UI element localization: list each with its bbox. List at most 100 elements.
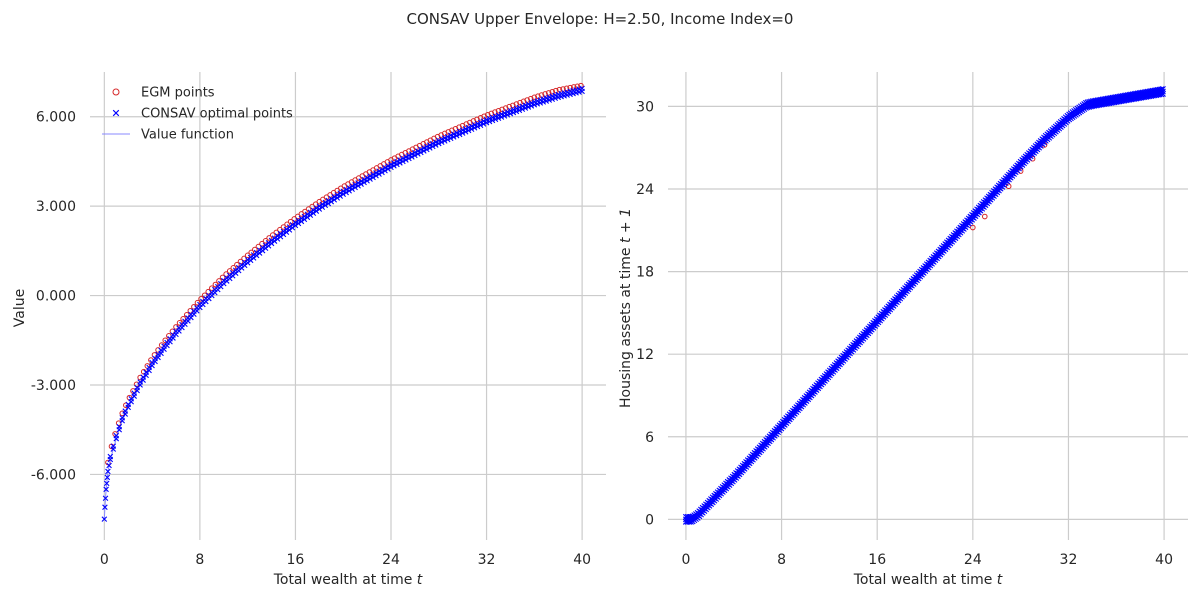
egm-point: [1005, 183, 1012, 190]
consav-point: [513, 105, 520, 112]
consav-point: [140, 374, 146, 380]
consav-point: [340, 188, 347, 195]
consav-point: [352, 181, 358, 188]
y-tick-label: 6.000: [36, 110, 76, 126]
consav-point: [462, 126, 469, 132]
y-tick-label: 6: [645, 430, 654, 446]
egm-point: [234, 261, 240, 268]
x-tick-label: 16: [868, 552, 886, 568]
egm-point: [513, 101, 520, 107]
consav-point: [480, 118, 487, 124]
consav-point: [103, 486, 109, 493]
egm-point: [495, 107, 502, 114]
consav-point: [110, 443, 117, 449]
consav-point: [1159, 86, 1166, 92]
x-tick-label: 8: [777, 552, 786, 568]
egm-point: [252, 246, 258, 253]
consav-point: [441, 135, 448, 141]
consav-point: [349, 183, 355, 189]
consav-point: [388, 161, 394, 168]
consav-point: [468, 123, 475, 130]
egm-point: [230, 265, 237, 271]
consav-point: [519, 103, 526, 110]
consav-point: [412, 149, 418, 156]
egm-point: [287, 218, 294, 225]
egm-point: [284, 221, 290, 228]
value-function-line: [103, 90, 583, 520]
consav-point: [334, 192, 341, 198]
consav-point: [113, 432, 120, 439]
egm-point: [567, 84, 573, 91]
egm-point: [553, 87, 559, 94]
consav-point: [453, 129, 460, 136]
consav-point: [331, 194, 338, 200]
consav-point: [397, 157, 403, 163]
x-tick-label: 32: [1060, 552, 1078, 568]
consav-point: [322, 199, 329, 206]
consav-point: [438, 136, 445, 143]
egm-point: [123, 402, 129, 409]
egm-point: [209, 285, 215, 291]
consav-point: [346, 185, 352, 191]
y-tick-label: -6.000: [31, 467, 76, 483]
consav-point: [444, 133, 451, 140]
egm-point: [492, 109, 498, 115]
consav-point: [103, 480, 110, 487]
consav-point: [403, 154, 409, 160]
consav-point: [501, 110, 508, 116]
consav-point: [427, 142, 433, 148]
x-tick-label: 0: [100, 552, 109, 568]
y-tick-label: 24: [636, 182, 654, 198]
consav-point: [152, 355, 158, 362]
consav-point: [471, 122, 478, 128]
egm-point: [176, 320, 183, 326]
egm-point: [510, 102, 516, 109]
consav-point: [510, 106, 517, 113]
y-tick-label: 18: [636, 265, 654, 281]
consav-point: [522, 102, 529, 108]
x-tick-label: 24: [382, 552, 400, 568]
egm-point: [198, 296, 204, 302]
egm-point: [531, 94, 538, 101]
y-tick-label: -3.000: [31, 378, 76, 394]
consav-point: [105, 468, 111, 475]
consav-point: [525, 101, 532, 107]
y-tick-label: 0.000: [36, 289, 76, 305]
egm-point: [499, 106, 505, 113]
consav-point: [364, 175, 370, 181]
egm-point: [248, 249, 255, 256]
consav-point: [146, 364, 152, 371]
consav-point: [430, 140, 436, 147]
egm-point: [194, 299, 201, 306]
right-grid: [668, 72, 1188, 540]
consav-point: [361, 176, 367, 183]
consav-point: [495, 112, 502, 119]
consav-point: [143, 369, 149, 376]
consav-point: [379, 166, 385, 173]
consav-point: [367, 173, 373, 179]
value-function-panel: 0 8 16 24 32 40 -6.000 -3.000 0.000 3.000 6.000 Tot…: [12, 72, 606, 588]
consav-point: [418, 146, 424, 153]
legend-label: EGM points: [141, 86, 215, 101]
consav-point: [492, 113, 499, 120]
consav-point: [373, 170, 379, 176]
consav-point: [579, 85, 585, 92]
consav-point: [486, 115, 493, 122]
consav-point: [102, 495, 109, 502]
egm-points: [970, 142, 1048, 231]
consav-points: [682, 86, 1166, 525]
x-tick-label: 0: [681, 552, 690, 568]
legend-label: CONSAV optimal points: [141, 107, 293, 122]
consav-point: [382, 164, 388, 171]
consav-point: [687, 518, 694, 525]
consav-point: [316, 203, 323, 209]
egm-point: [549, 88, 556, 95]
consav-points: [101, 85, 585, 522]
x-tick-label: 40: [1155, 552, 1173, 568]
consav-point: [355, 180, 361, 186]
egm-point: [269, 232, 276, 238]
egm-point: [162, 337, 169, 344]
consav-point: [474, 120, 481, 127]
consav-point: [489, 114, 496, 121]
